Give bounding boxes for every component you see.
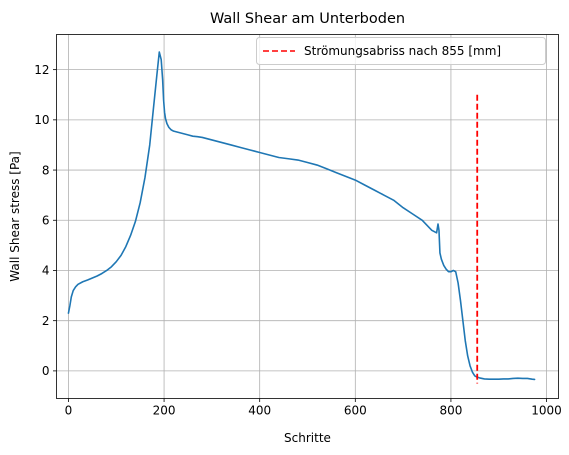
y-tick-label: 2: [42, 314, 50, 328]
y-tick-label: 8: [42, 163, 50, 177]
legend-box: [256, 37, 546, 65]
plot-frame: [56, 34, 559, 399]
y-tick-label: 4: [42, 264, 50, 278]
x-tick-label: 0: [65, 404, 73, 418]
x-tick-label: 600: [344, 404, 367, 418]
data-layer: [67, 51, 536, 384]
legend: Strömungsabriss nach 855 [mm]: [256, 37, 546, 65]
y-tick-label: 10: [34, 113, 49, 127]
grid: [56, 34, 559, 399]
x-tick-label: 200: [153, 404, 176, 418]
chart-title: Wall Shear am Unterboden: [210, 11, 405, 27]
x-tick-label: 1000: [531, 404, 562, 418]
y-tick-label: 0: [42, 364, 50, 378]
x-tick-label: 400: [248, 404, 271, 418]
ticks: 0 200 400 600 800 1000 0 2 4 6 8 10 12: [34, 63, 562, 418]
y-tick-label: 12: [34, 63, 49, 77]
legend-label: Strömungsabriss nach 855 [mm]: [304, 44, 501, 58]
x-tick-label: 800: [439, 404, 462, 418]
plot-area: [56, 34, 559, 399]
x-axis-label: Schritte: [284, 431, 331, 445]
y-axis-label: Wall Shear stress [Pa]: [8, 151, 22, 281]
series-line: [67, 51, 536, 381]
y-tick-label: 6: [42, 213, 50, 227]
